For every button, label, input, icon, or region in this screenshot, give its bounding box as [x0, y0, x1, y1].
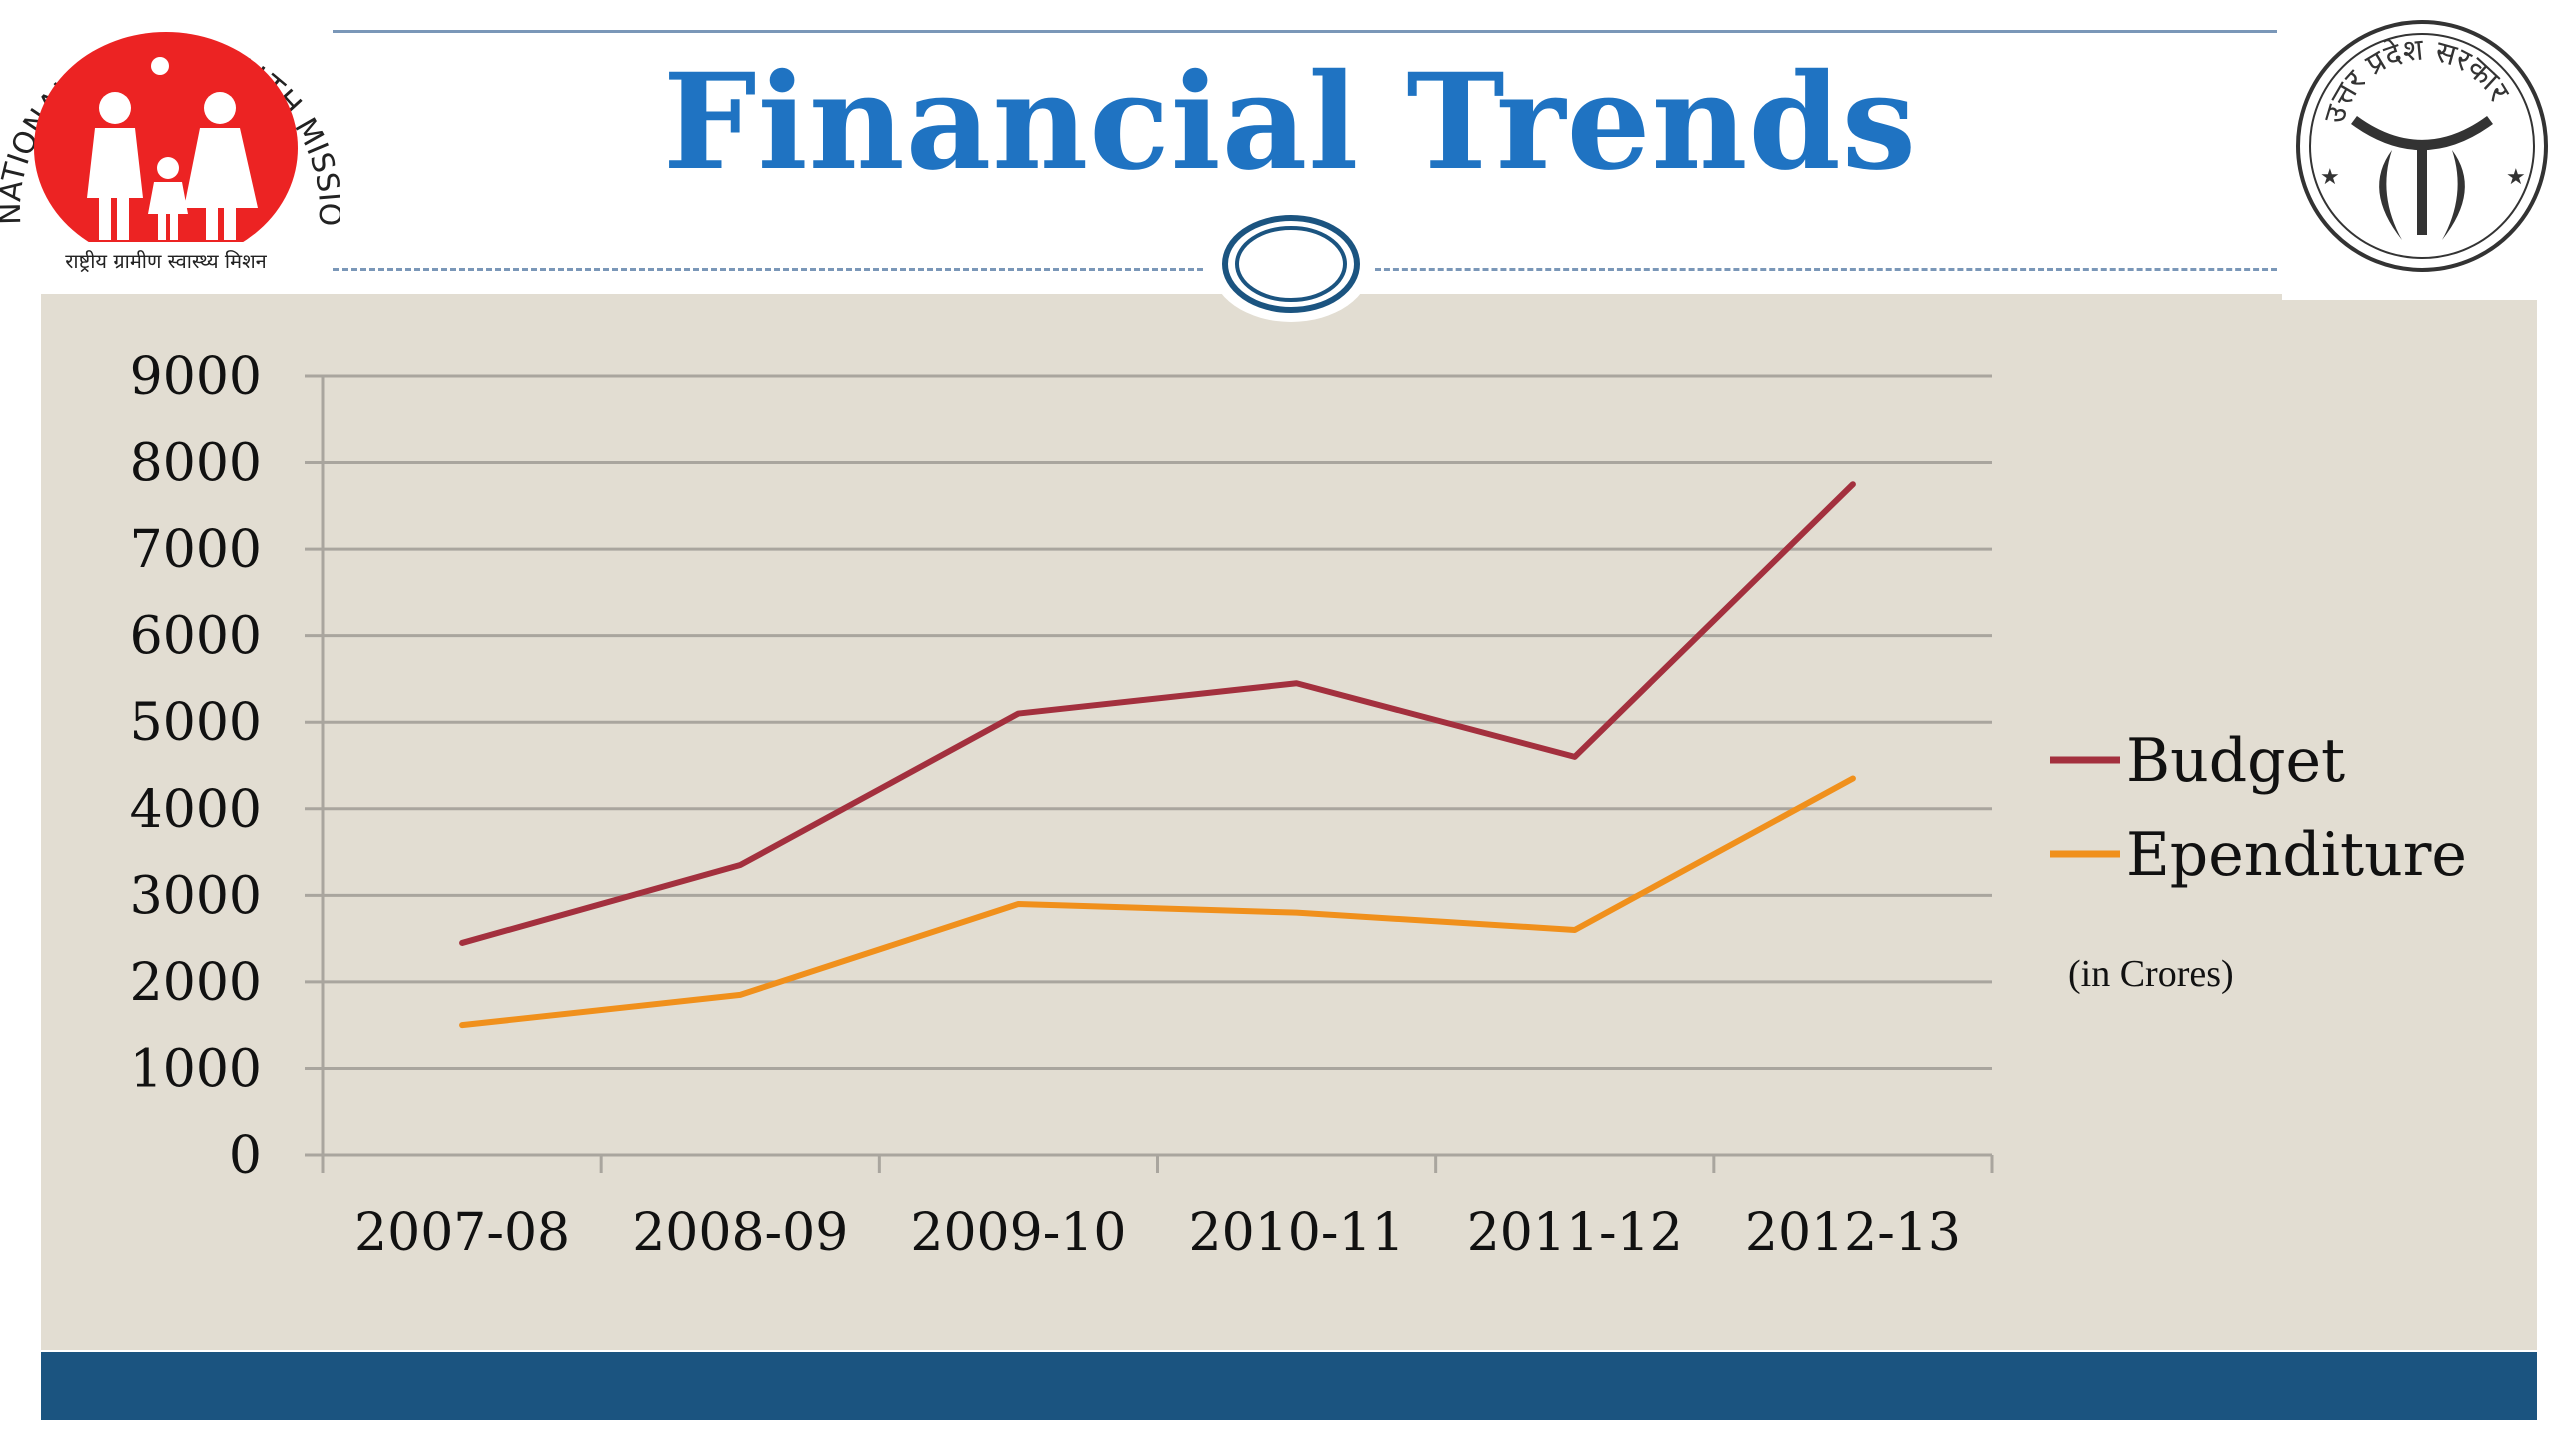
data-point	[1573, 928, 1576, 931]
uttar-pradesh-emblem-icon: उत्तर प्रदेश सरकार ★ ★	[2282, 0, 2560, 300]
data-point	[1851, 777, 1854, 780]
chart-legend: Budget Ependiture	[2050, 726, 2467, 890]
x-tick-label: 2012-13	[1745, 1203, 1961, 1263]
legend-label-1: Ependiture	[2126, 820, 2467, 890]
legend-label-0: Budget	[2126, 726, 2345, 796]
data-point	[739, 993, 742, 996]
x-tick-label: 2008-09	[632, 1203, 848, 1263]
y-tick-label: 9000	[130, 347, 262, 407]
header-rule-top	[333, 30, 2277, 33]
svg-text:★: ★	[2506, 165, 2526, 190]
data-point	[739, 864, 742, 867]
x-tick-label: 2007-08	[354, 1203, 570, 1263]
nrhm-logo-icon: NATIONAL RURAL HEALTH MISSION राष्ट्रीय …	[0, 0, 347, 290]
data-point	[1295, 682, 1298, 685]
data-point	[1295, 911, 1298, 914]
data-point	[1017, 712, 1020, 715]
y-tick-label: 5000	[130, 693, 262, 753]
chart-series	[459, 481, 1856, 1029]
nrhm-hindi-text: राष्ट्रीय ग्रामीण स्वास्थ्य मिशन	[65, 249, 267, 273]
data-point	[1017, 902, 1020, 905]
x-tick-label: 2011-12	[1467, 1203, 1683, 1263]
x-axis: 2007-08 2008-09 2009-10 2010-11 2011-12 2012-…	[321, 376, 1994, 1263]
svg-text:★: ★	[2320, 165, 2340, 190]
data-point	[461, 1024, 464, 1027]
y-tick-label: 2000	[130, 953, 262, 1013]
data-point	[1573, 755, 1576, 758]
x-tick-label: 2009-10	[910, 1203, 1126, 1263]
series-line-1	[459, 775, 1856, 1029]
series-line-0	[459, 481, 1856, 946]
header-rule-bottom-right	[1375, 268, 2277, 271]
header-rule-bottom-left	[333, 268, 1203, 271]
y-tick-label: 8000	[130, 434, 262, 494]
x-tick-label: 2010-11	[1189, 1203, 1405, 1263]
chart-grid	[305, 374, 1992, 1157]
page-title: Financial Trends	[662, 45, 1918, 200]
y-tick-label: 4000	[130, 780, 262, 840]
footer-bar	[41, 1352, 2537, 1420]
unit-note: (in Crores)	[2068, 953, 2234, 995]
y-tick-label: 0	[229, 1126, 262, 1186]
y-tick-label: 6000	[130, 607, 262, 667]
oval-ornament-icon	[1208, 208, 1374, 330]
chart-panel	[41, 294, 2537, 1350]
y-tick-label: 7000	[130, 520, 262, 580]
data-point	[461, 941, 464, 944]
y-tick-label: 3000	[130, 866, 262, 926]
data-point	[1851, 483, 1854, 486]
y-tick-label: 1000	[130, 1039, 262, 1099]
y-axis-ticks: 0 1000 2000 3000 4000 5000 6000 7000 8000 9000	[130, 347, 262, 1186]
